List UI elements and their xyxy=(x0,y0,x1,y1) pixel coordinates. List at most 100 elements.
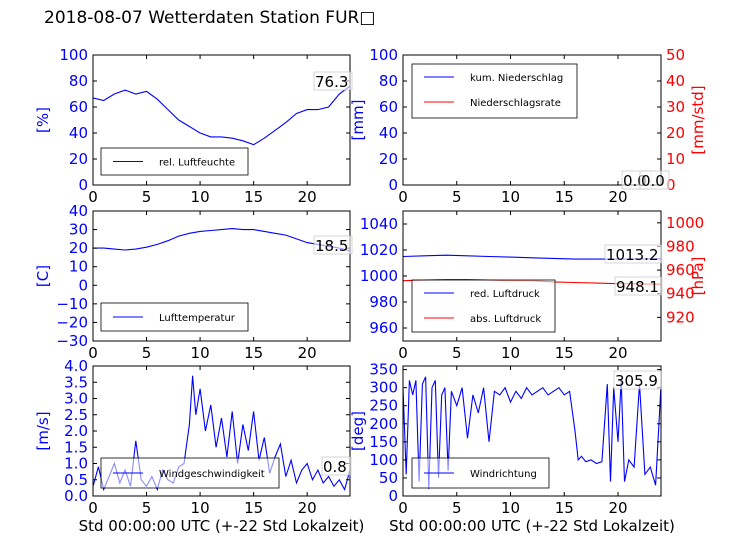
x-axis-label: Std 00:00:00 UTC (+-22 Std Lokalzeit) xyxy=(389,517,675,535)
chart-title: 2018-08-07 Wetterdaten Station FUR□ xyxy=(44,8,376,28)
value-annotation-box xyxy=(639,170,670,190)
x-tick-label: 10 xyxy=(191,344,210,362)
y-tick-label: 1020 xyxy=(360,241,398,259)
y-tick-label: 10 xyxy=(69,258,88,276)
y-tick-label: −30 xyxy=(56,332,88,350)
y-right-tick-label: 960 xyxy=(666,261,695,279)
x-tick-label: 20 xyxy=(298,499,317,517)
humidity-series-0 xyxy=(93,85,350,146)
y-tick-label: 0 xyxy=(388,487,398,505)
x-tick-label: 15 xyxy=(244,344,263,362)
y-tick-label: 0 xyxy=(78,176,88,194)
y-tick-label: 250 xyxy=(369,397,398,415)
wind-speed-series-0 xyxy=(93,375,350,492)
legend-label: kum. Niederschlag xyxy=(470,73,563,84)
value-annotation-box xyxy=(313,235,353,255)
value-annotation-box xyxy=(321,456,352,476)
x-tick-label: 20 xyxy=(608,344,627,362)
x-tick-label: 20 xyxy=(608,499,627,517)
y-tick-label: 1000 xyxy=(360,267,398,285)
x-tick-label: 10 xyxy=(191,188,210,206)
value-annotation-box xyxy=(613,370,662,390)
x-tick-label: 5 xyxy=(142,344,152,362)
x-tick-label: 10 xyxy=(501,188,520,206)
x-tick-label: 20 xyxy=(298,188,317,206)
value-annotation: 76.3 xyxy=(315,73,348,91)
y-right-tick-label: 940 xyxy=(666,285,695,303)
y-tick-label: 350 xyxy=(369,361,398,379)
x-tick-label: 20 xyxy=(608,188,627,206)
precipitation-frame xyxy=(402,54,662,186)
x-tick-label: 10 xyxy=(501,344,520,362)
x-tick-label: 5 xyxy=(452,499,462,517)
x-tick-label: 10 xyxy=(501,499,520,517)
y-right-tick-label: 0 xyxy=(666,176,676,194)
x-tick-label: 5 xyxy=(142,188,152,206)
legend-label: Windgeschwindigkeit xyxy=(159,469,265,480)
y-tick-label: 3.5 xyxy=(64,373,88,391)
legend-label: Windrichtung xyxy=(470,469,537,480)
y-tick-label: 150 xyxy=(369,433,398,451)
y-tick-label: 0 xyxy=(388,176,398,194)
wind-direction-frame xyxy=(402,365,662,497)
x-tick-label: 15 xyxy=(244,499,263,517)
y-tick-label: −20 xyxy=(56,313,88,331)
x-tick-label: 5 xyxy=(452,188,462,206)
y-tick-label: 4.0 xyxy=(64,357,88,375)
x-tick-label: 0 xyxy=(398,188,408,206)
legend-box xyxy=(411,63,578,119)
legend-label: abs. Luftdruck xyxy=(470,314,541,325)
y-tick-label: 80 xyxy=(379,72,398,90)
wind-direction-series-0 xyxy=(403,376,661,489)
y-right-tick-label: 10 xyxy=(666,150,685,168)
y-tick-label: 3.0 xyxy=(64,390,88,408)
y-tick-label: 40 xyxy=(379,124,398,142)
legend-label: rel. Luftfeuchte xyxy=(159,158,235,169)
y-tick-label: 0.0 xyxy=(64,487,88,505)
y-axis-label: [%] xyxy=(34,107,52,133)
y-right-axis-label: [hPa] xyxy=(689,257,707,296)
y-tick-label: 50 xyxy=(379,469,398,487)
y-right-tick-label: 50 xyxy=(666,46,685,64)
y-axis-label: [C] xyxy=(34,265,52,287)
y-tick-label: 0 xyxy=(78,276,88,294)
x-tick-label: 15 xyxy=(244,188,263,206)
y-axis-label: [m/s] xyxy=(34,411,52,450)
humidity-frame xyxy=(92,54,351,186)
y-axis-label: [deg] xyxy=(349,411,367,451)
y-tick-label: 60 xyxy=(69,98,88,116)
y-tick-label: 980 xyxy=(369,293,398,311)
y-tick-label: 960 xyxy=(369,319,398,337)
temperature-frame xyxy=(92,210,351,342)
x-tick-label: 5 xyxy=(452,344,462,362)
y-tick-label: 30 xyxy=(69,221,88,239)
y-tick-label: 0.5 xyxy=(64,471,88,489)
value-annotation-box xyxy=(604,244,662,264)
legend-label: red. Luftdruck xyxy=(470,289,540,300)
y-tick-label: 300 xyxy=(369,379,398,397)
y-tick-label: −10 xyxy=(56,295,88,313)
x-tick-label: 0 xyxy=(88,188,98,206)
x-tick-label: 0 xyxy=(88,344,98,362)
y-right-tick-label: 920 xyxy=(666,308,695,326)
value-annotation-box xyxy=(614,276,663,296)
y-tick-label: 80 xyxy=(69,72,88,90)
value-annotation: 1013.2 xyxy=(606,246,659,264)
value-annotation: 0.0 xyxy=(641,172,665,190)
y-tick-label: 20 xyxy=(69,239,88,257)
y-tick-label: 40 xyxy=(69,202,88,220)
y-tick-label: 2.0 xyxy=(64,422,88,440)
y-right-tick-label: 1000 xyxy=(666,214,704,232)
x-axis-label: Std 00:00:00 UTC (+-22 Std Lokalzeit) xyxy=(79,517,365,535)
y-tick-label: 1.0 xyxy=(64,455,88,473)
x-tick-label: 15 xyxy=(555,344,574,362)
value-annotation: 18.5 xyxy=(315,237,348,255)
y-right-tick-label: 40 xyxy=(666,72,685,90)
legend-label: Niederschlagsrate xyxy=(470,98,561,109)
x-tick-label: 0 xyxy=(88,499,98,517)
temperature-series-0 xyxy=(93,228,350,252)
y-tick-label: 100 xyxy=(369,46,398,64)
y-right-tick-label: 20 xyxy=(666,124,685,142)
x-tick-label: 10 xyxy=(191,499,210,517)
x-tick-label: 0 xyxy=(398,344,408,362)
